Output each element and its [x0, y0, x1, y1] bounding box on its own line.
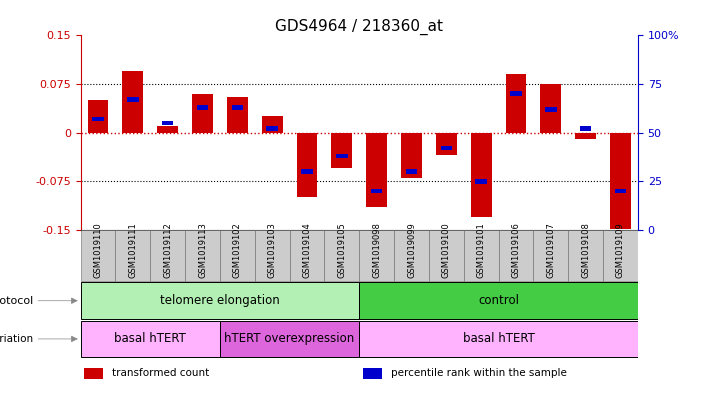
- Bar: [366, 132, 387, 207]
- FancyBboxPatch shape: [359, 283, 638, 319]
- Bar: [436, 132, 457, 155]
- Text: GSM1019107: GSM1019107: [546, 222, 555, 277]
- Bar: [127, 97, 139, 102]
- FancyBboxPatch shape: [362, 367, 382, 379]
- Bar: [401, 132, 422, 178]
- Text: GSM1019100: GSM1019100: [442, 222, 451, 277]
- Bar: [540, 84, 562, 132]
- Bar: [266, 127, 278, 131]
- FancyBboxPatch shape: [464, 230, 498, 281]
- Text: telomere elongation: telomere elongation: [160, 294, 280, 307]
- FancyBboxPatch shape: [81, 230, 116, 281]
- FancyBboxPatch shape: [325, 230, 359, 281]
- Bar: [545, 107, 557, 112]
- FancyBboxPatch shape: [81, 283, 359, 319]
- Text: hTERT overexpression: hTERT overexpression: [224, 332, 355, 345]
- Bar: [297, 132, 318, 197]
- Text: genotype/variation: genotype/variation: [0, 334, 34, 344]
- Bar: [406, 169, 417, 174]
- FancyBboxPatch shape: [81, 321, 220, 357]
- FancyBboxPatch shape: [84, 367, 103, 379]
- Text: transformed count: transformed count: [112, 368, 209, 378]
- Text: GSM1019108: GSM1019108: [581, 222, 590, 277]
- Bar: [231, 105, 243, 110]
- Text: GSM1019099: GSM1019099: [407, 222, 416, 277]
- FancyBboxPatch shape: [533, 230, 569, 281]
- Text: GSM1019113: GSM1019113: [198, 222, 207, 277]
- Bar: [93, 117, 104, 121]
- FancyBboxPatch shape: [220, 230, 254, 281]
- Bar: [192, 94, 213, 132]
- Bar: [261, 116, 283, 132]
- Bar: [336, 154, 348, 158]
- FancyBboxPatch shape: [498, 230, 533, 281]
- FancyBboxPatch shape: [150, 230, 185, 281]
- Bar: [580, 127, 592, 131]
- Text: GSM1019102: GSM1019102: [233, 222, 242, 277]
- Text: GSM1019103: GSM1019103: [268, 222, 277, 277]
- FancyBboxPatch shape: [359, 230, 394, 281]
- Bar: [615, 189, 626, 193]
- FancyBboxPatch shape: [116, 230, 150, 281]
- FancyBboxPatch shape: [603, 230, 638, 281]
- Bar: [505, 74, 526, 132]
- Text: GSM1019098: GSM1019098: [372, 222, 381, 277]
- FancyBboxPatch shape: [220, 321, 359, 357]
- Text: GSM1019104: GSM1019104: [303, 222, 311, 277]
- Text: GSM1019112: GSM1019112: [163, 222, 172, 277]
- Text: GSM1019101: GSM1019101: [477, 222, 486, 277]
- FancyBboxPatch shape: [429, 230, 464, 281]
- Text: basal hTERT: basal hTERT: [114, 332, 186, 345]
- FancyBboxPatch shape: [569, 230, 603, 281]
- Bar: [123, 71, 143, 132]
- Title: GDS4964 / 218360_at: GDS4964 / 218360_at: [275, 19, 443, 35]
- Bar: [371, 189, 383, 193]
- Bar: [332, 132, 353, 168]
- Text: percentile rank within the sample: percentile rank within the sample: [390, 368, 566, 378]
- Text: basal hTERT: basal hTERT: [463, 332, 535, 345]
- Bar: [470, 132, 491, 217]
- Bar: [475, 179, 487, 184]
- Bar: [157, 126, 178, 132]
- Text: GSM1019110: GSM1019110: [93, 222, 102, 277]
- FancyBboxPatch shape: [254, 230, 290, 281]
- Text: GSM1019111: GSM1019111: [128, 222, 137, 277]
- Bar: [576, 132, 596, 139]
- Text: control: control: [478, 294, 519, 307]
- Bar: [88, 100, 109, 132]
- Bar: [610, 132, 631, 229]
- Bar: [227, 97, 248, 132]
- FancyBboxPatch shape: [290, 230, 325, 281]
- FancyBboxPatch shape: [394, 230, 429, 281]
- Bar: [441, 146, 452, 151]
- Bar: [301, 169, 313, 174]
- FancyBboxPatch shape: [185, 230, 220, 281]
- Bar: [197, 105, 208, 110]
- Text: GSM1019105: GSM1019105: [337, 222, 346, 277]
- Text: protocol: protocol: [0, 296, 34, 306]
- Text: GSM1019109: GSM1019109: [616, 222, 625, 277]
- Bar: [162, 121, 173, 125]
- FancyBboxPatch shape: [359, 321, 638, 357]
- Text: GSM1019106: GSM1019106: [512, 222, 521, 277]
- Bar: [510, 92, 522, 96]
